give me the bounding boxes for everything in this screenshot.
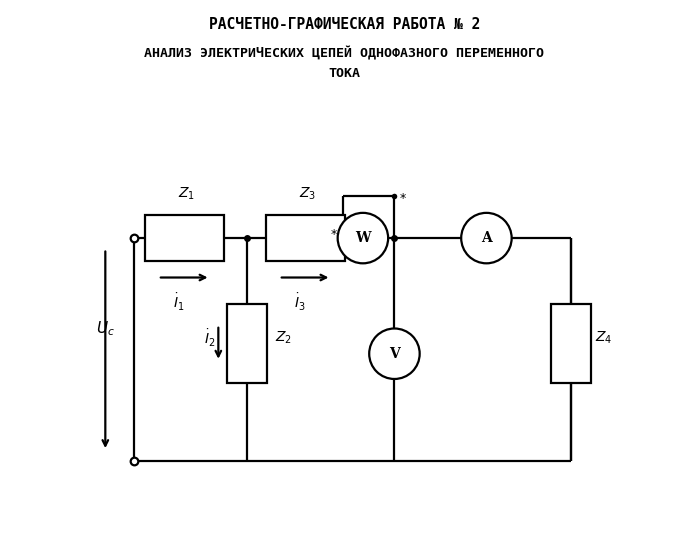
- Bar: [145, 215, 224, 261]
- Text: $Z_1$: $Z_1$: [178, 185, 196, 202]
- Text: W: W: [355, 231, 371, 245]
- Bar: [551, 304, 590, 383]
- Text: АНАЛИЗ ЭЛЕКТРИЧЕСКИХ ЦЕПЕЙ ОДНОФАЗНОГО ПЕРЕМЕННОГО: АНАЛИЗ ЭЛЕКТРИЧЕСКИХ ЦЕПЕЙ ОДНОФАЗНОГО П…: [145, 46, 544, 60]
- Text: A: A: [481, 231, 492, 245]
- Bar: [227, 304, 267, 383]
- Text: *: *: [330, 229, 337, 241]
- Text: $Z_3$: $Z_3$: [299, 185, 316, 202]
- Text: $Z_4$: $Z_4$: [595, 330, 612, 346]
- Text: $Z_2$: $Z_2$: [275, 330, 292, 346]
- Text: $\dot{I}_3$: $\dot{I}_3$: [294, 292, 306, 313]
- Circle shape: [338, 213, 388, 263]
- Text: $U_c$: $U_c$: [96, 319, 115, 338]
- Text: $\dot{I}_1$: $\dot{I}_1$: [173, 292, 185, 313]
- Text: *: *: [399, 192, 405, 205]
- Text: ТОКА: ТОКА: [329, 67, 360, 80]
- Circle shape: [369, 328, 420, 379]
- Text: V: V: [389, 347, 400, 361]
- Text: РАСЧЕТНО-ГРАФИЧЕСКАЯ РАБОТА № 2: РАСЧЕТНО-ГРАФИЧЕСКАЯ РАБОТА № 2: [209, 17, 480, 33]
- Bar: [266, 215, 344, 261]
- Circle shape: [461, 213, 512, 263]
- Text: $\dot{I}_2$: $\dot{I}_2$: [204, 327, 216, 349]
